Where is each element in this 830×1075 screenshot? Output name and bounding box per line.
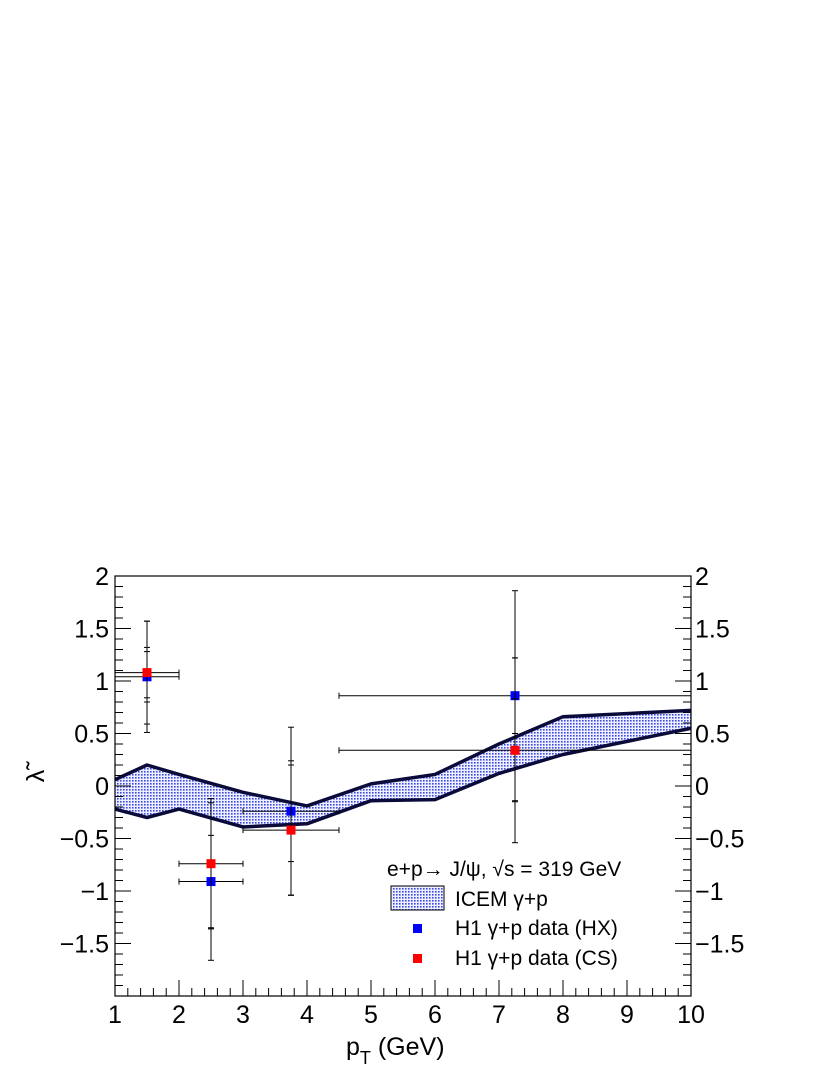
x-tick-label: 1 [108, 1001, 122, 1029]
y-tick-label-left: 0 [95, 773, 109, 801]
y-tick-label-right: 1.5 [695, 616, 730, 644]
data-points-layer [114, 590, 692, 961]
legend-marker-cs [413, 954, 422, 963]
y-tick-label-left: −0.5 [60, 826, 109, 854]
y-tick-label-left: −1 [80, 878, 109, 906]
legend-header: e+p→ J/ψ, √s = 319 GeV [387, 858, 621, 881]
y-tick-label-left: 0.5 [74, 721, 109, 749]
data-point-cs-3 [242, 764, 340, 896]
axis-labels: 1 2 3 4 5 6 7 8 9 10 2 2 1.5 1.5 1 1 0.5 0.5 0 0 −0.5 −0.5 −1 −… [22, 563, 744, 1068]
x-axis-title: pT (GeV) [346, 1033, 445, 1068]
x-tick-label: 7 [492, 1001, 506, 1029]
x-axis-title-unit: (GeV) [371, 1033, 445, 1061]
x-axis-title-main: p [346, 1033, 360, 1061]
y-tick-label-right: 0.5 [695, 721, 730, 749]
x-axis-title-subscript: T [360, 1048, 371, 1068]
data-point-cs-2 [178, 798, 244, 930]
y-tick-label-left: 1 [95, 668, 109, 696]
y-tick-label-left: 1.5 [74, 616, 109, 644]
x-tick-label: 6 [428, 1001, 442, 1029]
y-tick-label-right: 0 [695, 773, 709, 801]
marker-cs [286, 825, 296, 835]
y-tick-label-right: −1 [695, 878, 724, 906]
legend-label-hx: H1 γ+p data (HX) [455, 917, 618, 940]
marker-cs [142, 668, 152, 678]
y-tick-label-left: −1.5 [60, 931, 109, 959]
x-tick-label: 2 [172, 1001, 186, 1029]
y-tick-label-left: 2 [95, 563, 109, 591]
y-tick-label-right: 2 [695, 563, 709, 591]
marker-cs [510, 745, 520, 755]
data-point-cs-4 [338, 657, 692, 844]
x-tick-label: 4 [300, 1001, 314, 1029]
axis-ticks [114, 575, 692, 997]
marker-cs [206, 859, 216, 869]
x-tick-label: 8 [556, 1001, 570, 1029]
y-tick-label-right: −1.5 [695, 931, 744, 959]
legend-marker-hx [413, 924, 422, 933]
x-tick-label: 9 [620, 1001, 634, 1029]
legend-swatch-band [390, 885, 445, 911]
x-tick-label: 3 [236, 1001, 250, 1029]
y-axis-title: λ̃ [22, 761, 50, 783]
x-tick-label: 10 [677, 1001, 705, 1029]
model-band-upper-edge [114, 708, 692, 808]
data-point-cs-1 [114, 620, 180, 725]
model-band-fill [115, 710, 691, 827]
legend-label-cs: H1 γ+p data (CS) [455, 947, 618, 970]
model-band-layer [114, 708, 692, 829]
legend: e+p→ J/ψ, √s = 319 GeV ICEM γ+p H1 γ+p dat… [387, 858, 621, 970]
y-tick-label-right: −0.5 [695, 826, 744, 854]
x-tick-label: 5 [364, 1001, 378, 1029]
y-tick-label-right: 1 [695, 668, 709, 696]
legend-label-band: ICEM γ+p [455, 888, 548, 911]
